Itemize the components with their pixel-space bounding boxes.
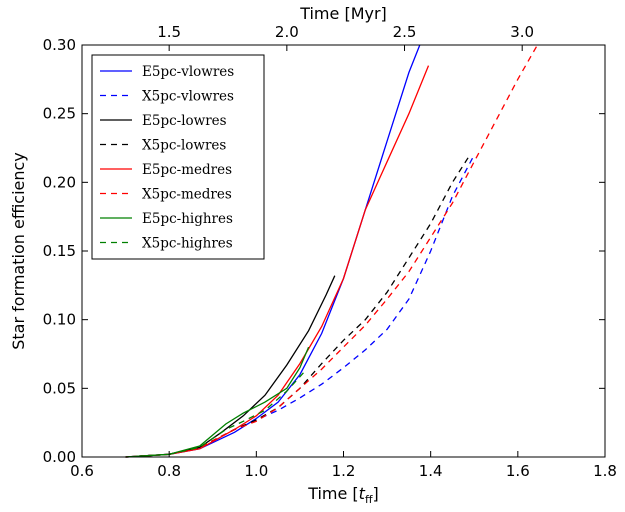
top-x-tick-label: 2.5 <box>393 23 417 41</box>
x-axis-title: Time [tff] <box>307 484 379 506</box>
legend-label: E5pc-medres <box>142 162 232 178</box>
x-tick-label: 1.8 <box>593 462 617 480</box>
x-tick-label: 1.6 <box>506 462 530 480</box>
top-x-tick-label: 1.5 <box>157 23 181 41</box>
x-tick-label: 1.0 <box>244 462 268 480</box>
legend: E5pc-vlowres X5pc-vlowres E5pc-lowres X5pc-… <box>92 55 264 259</box>
y-tick-label: 0.25 <box>43 105 76 123</box>
top-x-tick-label: 3.0 <box>510 23 534 41</box>
series-line-e5pc-lowres <box>126 276 335 457</box>
y-tick-label: 0.30 <box>43 36 76 54</box>
legend-label: X5pc-medres <box>142 187 232 203</box>
x-axis-title-end: ] <box>373 484 379 503</box>
top-axis-title: Time [Myr] <box>299 4 387 23</box>
legend-label: E5pc-vlowres <box>142 64 234 80</box>
y-tick-label: 0.10 <box>43 311 76 329</box>
series-line-x5pc-highres <box>126 372 305 457</box>
legend-label: X5pc-vlowres <box>142 89 234 105</box>
legend-label: E5pc-lowres <box>142 113 227 129</box>
y-axis-title: Star formation efficiency <box>9 152 28 350</box>
x-tick-label: 0.8 <box>157 462 181 480</box>
top-x-tick-label: 2.0 <box>275 23 299 41</box>
y-tick-label: 0.20 <box>43 173 76 191</box>
legend-label: E5pc-highres <box>142 211 233 227</box>
x-tick-label: 1.4 <box>419 462 443 480</box>
legend-box <box>92 55 264 259</box>
legend-label: X5pc-lowres <box>142 138 226 154</box>
y-tick-label: 0.00 <box>43 448 76 466</box>
x-tick-label: 1.2 <box>332 462 356 480</box>
legend-label: X5pc-highres <box>142 236 233 252</box>
y-tick-label: 0.15 <box>43 242 76 260</box>
y-tick-label: 0.05 <box>43 379 76 397</box>
x-axis-title-text: Time [ <box>307 484 358 503</box>
